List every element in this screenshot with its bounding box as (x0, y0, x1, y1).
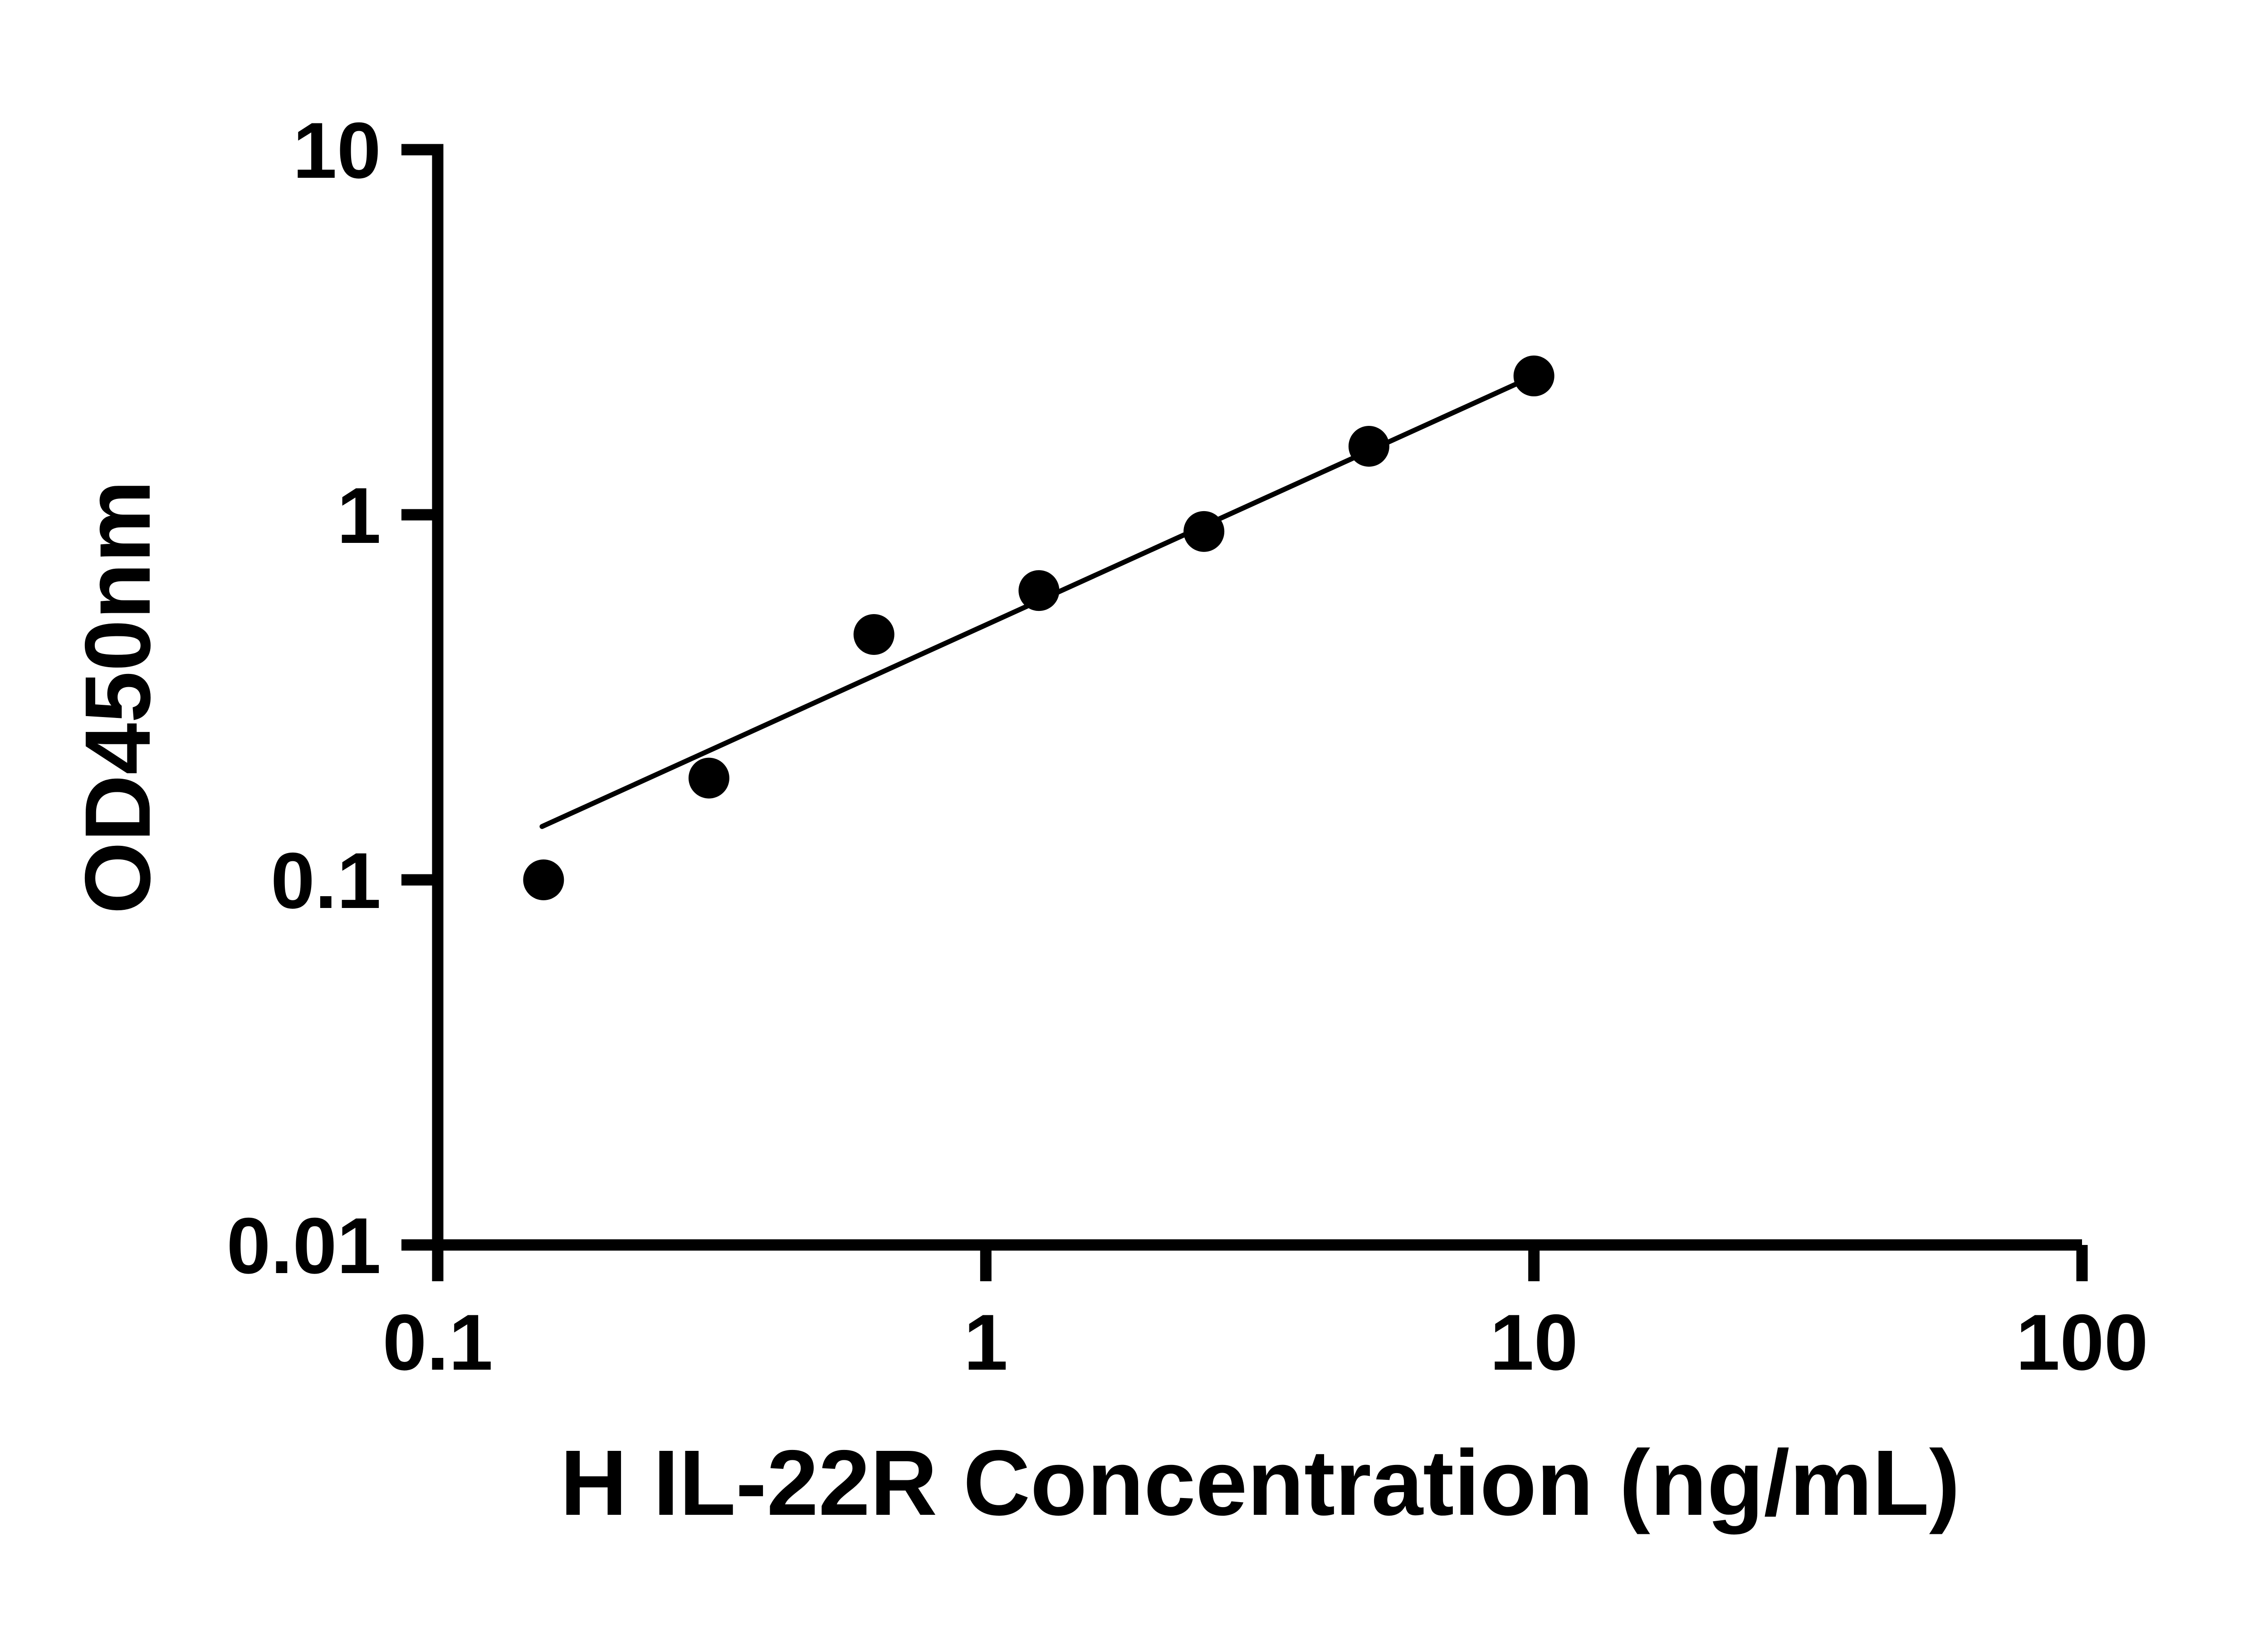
data-point (1018, 570, 1060, 611)
y-tick-label: 0.1 (271, 837, 381, 925)
y-tick-label: 0.01 (226, 1202, 381, 1290)
data-point (1348, 426, 1389, 467)
y-axis-title: OD450nm (66, 480, 170, 914)
data-point (1183, 511, 1225, 552)
x-tick-label: 10 (1490, 1298, 1578, 1387)
x-tick-label: 1 (964, 1298, 1008, 1387)
x-tick-label: 0.1 (382, 1298, 493, 1387)
y-tick-label: 10 (293, 107, 381, 195)
data-point (853, 614, 894, 655)
data-point (1513, 355, 1554, 396)
y-tick-label: 1 (337, 472, 381, 560)
x-axis-title: H IL-22R Concentration (ng/mL) (560, 1431, 1960, 1535)
data-point (523, 859, 564, 900)
data-point (688, 757, 729, 799)
x-tick-label: 100 (2016, 1298, 2148, 1387)
